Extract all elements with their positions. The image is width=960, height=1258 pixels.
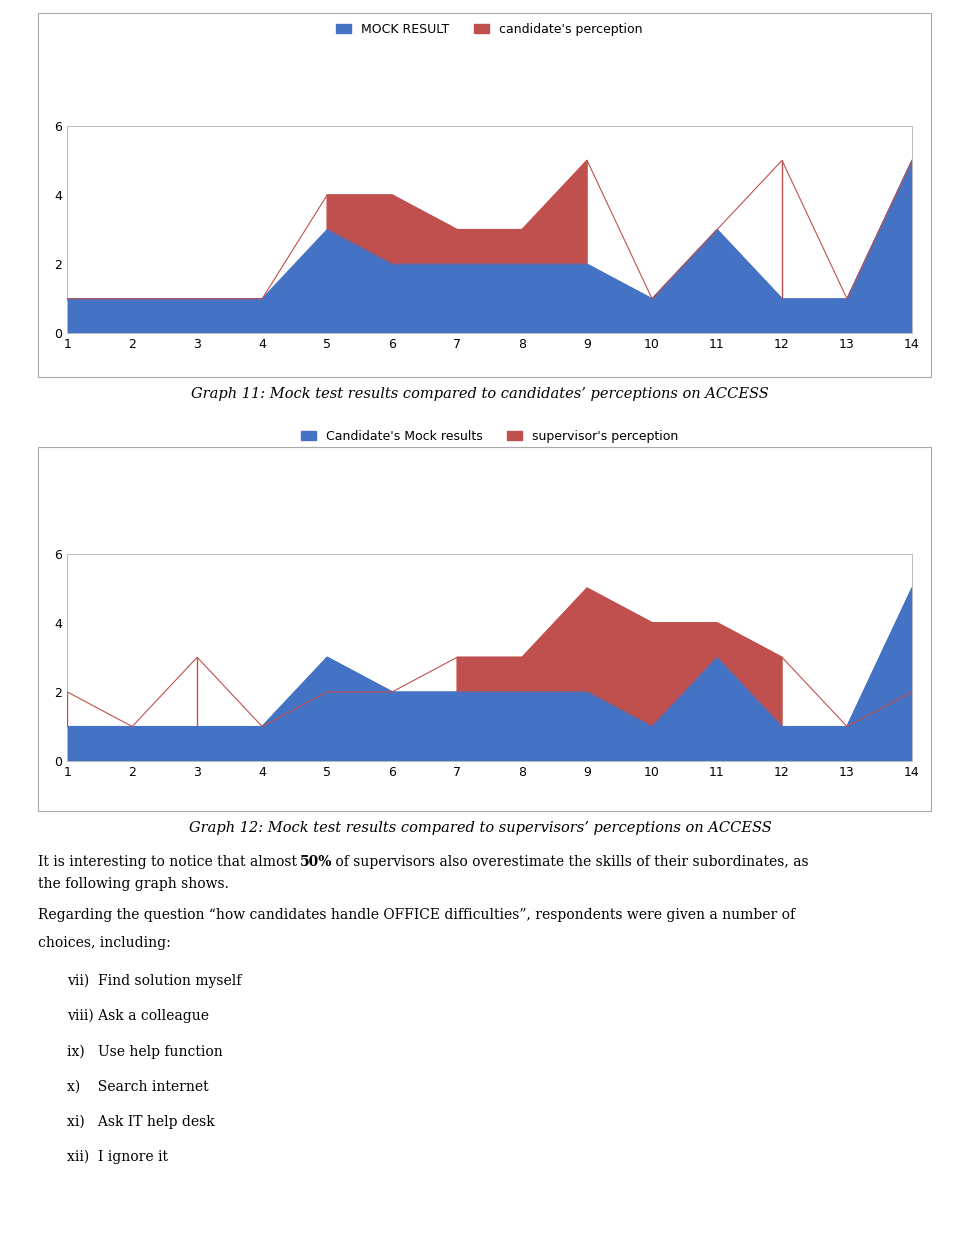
Text: Regarding the question “how candidates handle OFFICE difficulties”, respondents : Regarding the question “how candidates h… bbox=[38, 908, 796, 922]
Text: xii)  I ignore it: xii) I ignore it bbox=[67, 1150, 168, 1164]
Text: x)    Search internet: x) Search internet bbox=[67, 1079, 209, 1093]
Text: 50%: 50% bbox=[300, 855, 332, 869]
Text: xi)   Ask IT help desk: xi) Ask IT help desk bbox=[67, 1115, 215, 1128]
Text: of supervisors also overestimate the skills of their subordinates, as: of supervisors also overestimate the ski… bbox=[331, 855, 809, 869]
Text: Graph 11: Mock test results compared to candidates’ perceptions on ACCESS: Graph 11: Mock test results compared to … bbox=[191, 387, 769, 401]
Legend: Candidate's Mock results, supervisor's perception: Candidate's Mock results, supervisor's p… bbox=[296, 425, 684, 448]
Text: choices, including:: choices, including: bbox=[38, 936, 171, 950]
Legend: MOCK RESULT, candidate's perception: MOCK RESULT, candidate's perception bbox=[331, 18, 648, 42]
Text: the following graph shows.: the following graph shows. bbox=[38, 877, 229, 891]
Text: Graph 12: Mock test results compared to supervisors’ perceptions on ACCESS: Graph 12: Mock test results compared to … bbox=[188, 821, 772, 835]
Text: viii) Ask a colleague: viii) Ask a colleague bbox=[67, 1009, 209, 1023]
Text: vii)  Find solution myself: vii) Find solution myself bbox=[67, 974, 242, 988]
Text: It is interesting to notice that almost: It is interesting to notice that almost bbox=[38, 855, 301, 869]
Text: ix)   Use help function: ix) Use help function bbox=[67, 1044, 223, 1058]
